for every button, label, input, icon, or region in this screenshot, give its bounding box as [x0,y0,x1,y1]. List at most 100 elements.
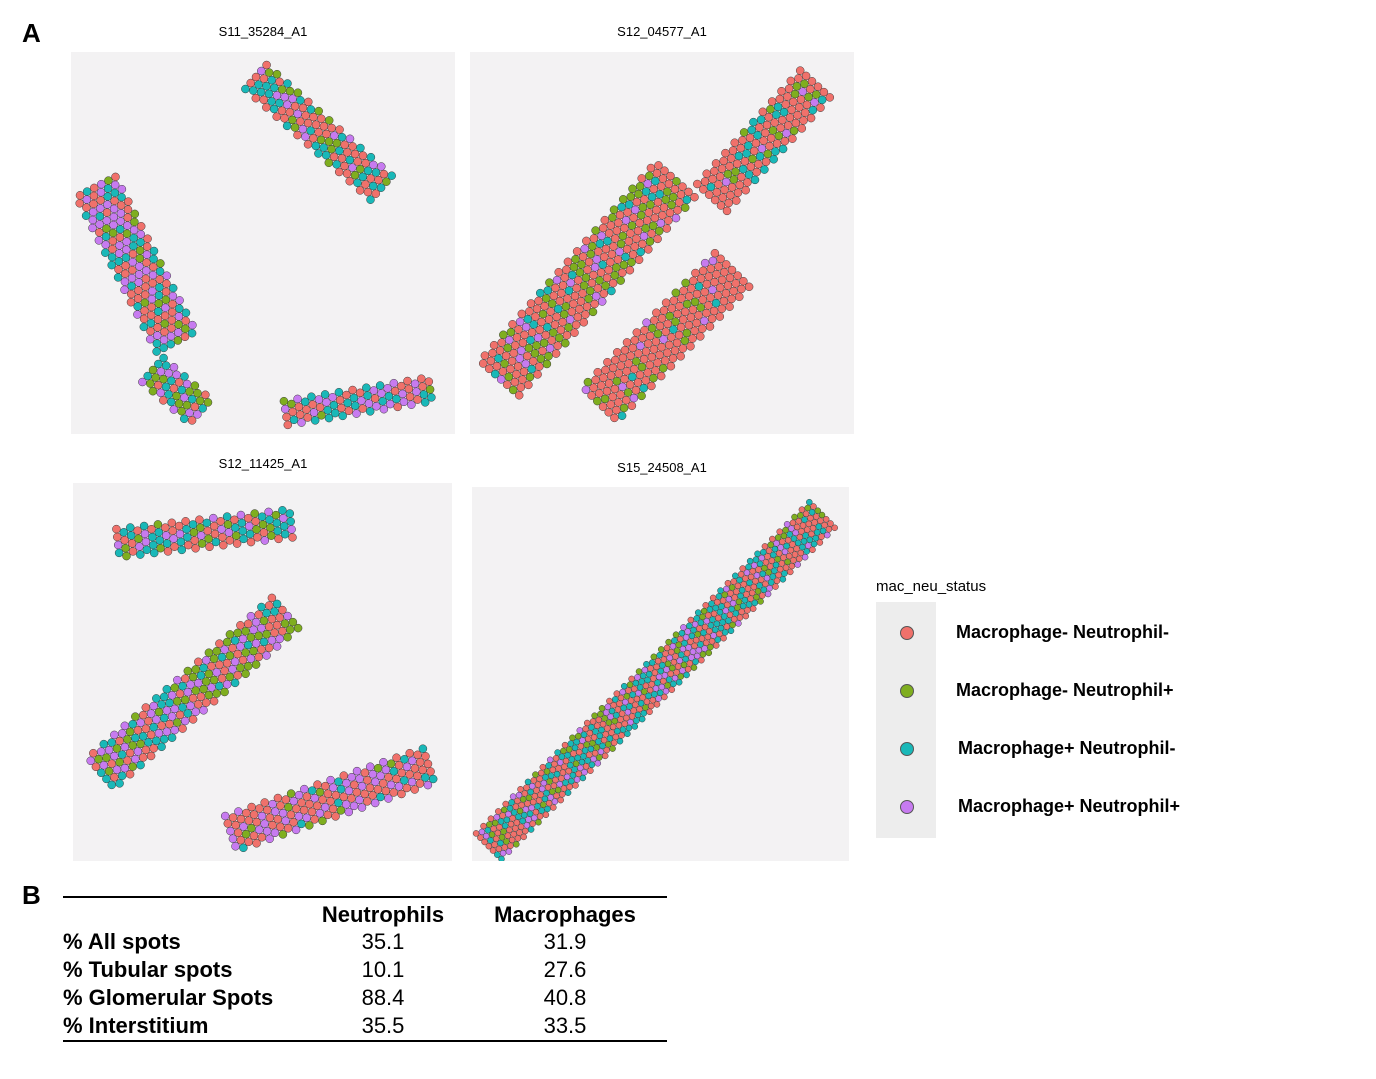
tissue-spot [113,273,123,282]
tissue-spot [397,789,406,799]
tissue-spot [667,304,677,313]
tissue-spot [606,400,615,409]
tissue-spot [612,376,622,386]
tissue-spot [791,513,798,521]
tissue-spot [352,766,362,776]
tissue-spot [702,279,712,289]
tissue-spot [690,297,700,307]
tissue-spot [169,405,179,414]
tissue-spot [797,512,804,519]
table-row: % Interstitium 35.5 33.5 [63,1012,667,1042]
tissue-spot [609,205,619,214]
tissue-spot [286,517,295,526]
tissue-spot [680,624,687,631]
tissue-spot [170,542,179,551]
tissue-spot [497,338,506,347]
tissue-spot [779,576,787,583]
tissue-spot [633,378,643,387]
tissue-spot [159,343,168,353]
tissue-spot [628,675,635,683]
tissue-spot [727,265,737,275]
tissue-spot [115,241,124,250]
tissue-spot [808,105,818,115]
tissue-spot [191,544,200,553]
sample-title-3: S12_11425_A1 [218,456,308,471]
tissue-spot [651,366,660,375]
tissue-spot [141,266,151,275]
tissue-spot [195,515,204,524]
tissue-spot [618,382,627,392]
tissue-spot [514,391,524,400]
tissue-spot [109,212,119,222]
tissue-spot [789,97,798,107]
tissue-spot [686,342,695,351]
tissue-spot [280,114,289,123]
tissue-spot [619,688,626,696]
tissue-spot [180,372,189,381]
spot-plot-4 [472,498,838,861]
tissue-spot [324,158,334,168]
tissue-spot [166,397,176,407]
tissue-spot [140,298,150,308]
tissue-spot [115,225,125,234]
tissue-spot [523,784,530,791]
tissue-spot [801,71,811,81]
tissue-spot [653,329,663,339]
tissue-spot [661,298,671,307]
tissue-spot [653,358,662,367]
tissue-spot [632,328,642,337]
tissue-spot [287,525,296,534]
tissue-spot [147,294,157,304]
sample-title-1: S11_35284_A1 [218,24,308,39]
tissue-spot [783,521,791,528]
tissue-spot [626,681,634,688]
tissue-spot [129,233,138,243]
tissue-spot [130,217,139,227]
tissue-spot [89,199,98,209]
tissue-spot [609,745,616,752]
tissue-spot [554,749,561,756]
tissue-image-1 [71,52,455,434]
tissue-spot [675,301,684,311]
tissue-spot [766,133,776,143]
tissue-spot [345,134,355,144]
tissue-spot [583,719,591,727]
tissue-spot [572,247,582,256]
tissue-spot [597,381,606,390]
tissue-spot [723,281,733,290]
tissue-spot [211,537,221,547]
tissue-spot [687,616,695,624]
tissue-spot [581,273,591,282]
tissue-spot [503,838,510,845]
tissue-spot [564,323,573,332]
tissue-spot [524,778,532,786]
tissue-spot [285,509,295,518]
tissue-spot [494,851,501,858]
tissue-spot [696,332,705,341]
tissue-spot [632,234,641,243]
tissue-spot [264,507,273,517]
tissue-spot [88,223,97,233]
tissue-spot [417,374,426,383]
tissue-spot [508,799,515,806]
tissue-spot [181,324,190,334]
tissue-spot [610,355,620,365]
tissue-spot [562,265,571,274]
tissue-spot [708,600,715,607]
tissue-spot [472,830,480,837]
tissue-spot [645,171,654,181]
tissue-spot [816,103,825,112]
tissue-spot [523,314,533,324]
tissue-spot [732,196,741,205]
tissue-spot [533,370,542,379]
legend-dot-icon [900,800,914,814]
tissue-spot [345,176,354,186]
tissue-spot [270,83,279,93]
tissue-spot [634,349,643,358]
tissue-spot [678,315,688,324]
tissue-spot [379,757,388,767]
tissue-spot [114,548,124,558]
tissue-spot [179,414,189,424]
tissue-spot [704,190,714,199]
tissue-spot [552,755,560,762]
